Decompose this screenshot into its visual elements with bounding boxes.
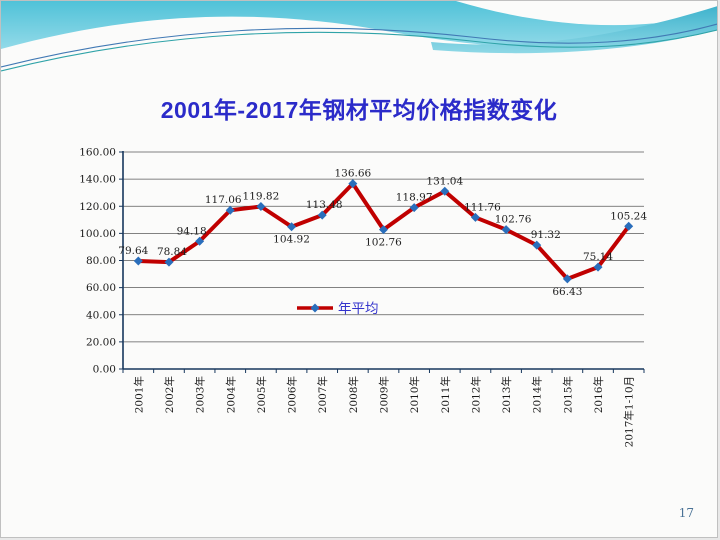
- x-tick-label: 2015年: [561, 376, 574, 413]
- y-tick-label: 40.00: [86, 309, 116, 321]
- data-label: 66.43: [552, 286, 582, 298]
- x-tick-label: 2017年1-10月: [623, 376, 636, 447]
- x-tick-label: 2010年: [408, 376, 421, 413]
- data-point-marker: [470, 212, 480, 222]
- data-point-marker: [256, 201, 266, 211]
- data-label: 117.06: [205, 194, 242, 206]
- top-wave-decoration-graphic: [1, 1, 717, 86]
- x-tick-label: 2012年: [469, 376, 482, 413]
- accent-line-teal: [1, 29, 717, 72]
- legend-marker-sample: [310, 303, 320, 313]
- y-tick-label: 80.00: [86, 255, 116, 267]
- data-point-marker: [225, 205, 235, 215]
- data-label: 102.76: [365, 237, 402, 249]
- y-tick-label: 20.00: [86, 336, 116, 348]
- x-tick-label: 2009年: [378, 376, 391, 413]
- data-label: 102.76: [495, 214, 532, 226]
- x-tick-label: 2014年: [531, 376, 544, 413]
- x-tick-label: 2002年: [163, 376, 176, 413]
- data-point-marker: [348, 179, 358, 189]
- data-label: 118.97: [396, 192, 433, 204]
- data-label: 119.82: [243, 190, 280, 202]
- data-label: 113.48: [306, 199, 343, 211]
- x-tick-label: 2004年: [224, 376, 237, 413]
- data-point-marker: [624, 221, 634, 231]
- data-label: 105.24: [610, 210, 647, 222]
- x-tick-label: 2011年: [439, 376, 452, 413]
- x-tick-label: 2008年: [347, 376, 360, 413]
- slide-title: 2001年-2017年钢材平均价格指数变化: [160, 97, 558, 123]
- teal-swoosh: [431, 6, 717, 54]
- data-point-marker: [532, 240, 542, 250]
- data-point-marker: [440, 186, 450, 196]
- data-label: 94.18: [177, 225, 207, 237]
- y-tick-label: 160.00: [79, 147, 116, 159]
- legend-label: 年平均: [338, 301, 379, 317]
- y-tick-label: 140.00: [79, 174, 116, 186]
- y-tick-label: 100.00: [79, 228, 116, 240]
- data-point-marker: [562, 274, 572, 284]
- data-label: 104.92: [273, 234, 310, 246]
- x-tick-label: 2001年: [132, 376, 145, 413]
- data-label: 78.84: [157, 246, 187, 258]
- data-point-marker: [133, 256, 143, 266]
- data-point-marker: [287, 222, 297, 232]
- y-tick-label: 60.00: [86, 282, 116, 294]
- white-wave: [1, 5, 717, 86]
- data-label: 79.64: [118, 245, 148, 257]
- x-tick-label: 2005年: [255, 376, 268, 413]
- accent-line-blue: [1, 23, 717, 68]
- y-tick-label: 0.00: [93, 364, 116, 376]
- x-tick-label: 2003年: [194, 376, 207, 413]
- data-label: 136.66: [334, 168, 371, 180]
- white-top-right-wedge: [456, 1, 717, 26]
- x-tick-label: 2006年: [286, 376, 299, 413]
- data-point-marker: [317, 210, 327, 220]
- x-tick-label: 2013年: [500, 376, 513, 413]
- data-point-marker: [501, 225, 511, 235]
- data-point-marker: [379, 225, 388, 235]
- x-tick-label: 2016年: [592, 376, 605, 413]
- slide-page-number: 17: [678, 506, 694, 520]
- data-label: 91.32: [531, 229, 561, 241]
- data-label: 75.14: [583, 251, 613, 263]
- data-label: 131.04: [426, 175, 463, 187]
- data-point-marker: [593, 262, 603, 272]
- x-tick-label: 2007年: [316, 376, 329, 413]
- data-point-marker: [195, 236, 205, 246]
- data-label: 111.76: [464, 201, 501, 213]
- y-tick-label: 120.00: [79, 201, 116, 213]
- data-point-marker: [409, 203, 419, 213]
- data-point-marker: [164, 257, 174, 267]
